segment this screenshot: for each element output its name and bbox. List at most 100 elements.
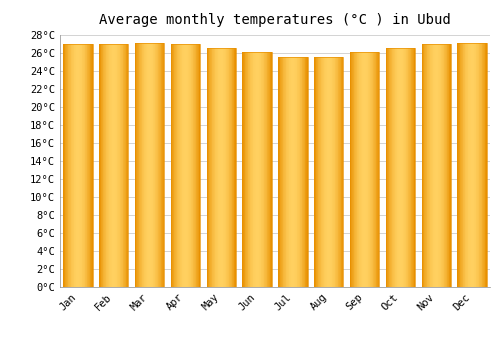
- Bar: [280, 57, 281, 287]
- Bar: [214, 48, 216, 287]
- Bar: [431, 44, 432, 287]
- Bar: [295, 57, 296, 287]
- Bar: [174, 44, 175, 287]
- Bar: [107, 44, 108, 287]
- Bar: [154, 43, 156, 287]
- Bar: [472, 43, 473, 287]
- Bar: [388, 48, 390, 287]
- Bar: [414, 48, 415, 287]
- Bar: [412, 48, 413, 287]
- Bar: [399, 48, 400, 287]
- Bar: [88, 44, 89, 287]
- Bar: [366, 52, 367, 287]
- Bar: [401, 48, 402, 287]
- Bar: [294, 57, 295, 287]
- Bar: [206, 48, 236, 287]
- Bar: [111, 44, 112, 287]
- Bar: [78, 44, 80, 287]
- Bar: [180, 44, 181, 287]
- Bar: [258, 52, 260, 287]
- Bar: [483, 43, 484, 287]
- Bar: [300, 57, 301, 287]
- Bar: [228, 48, 230, 287]
- Bar: [318, 57, 319, 287]
- Bar: [104, 44, 105, 287]
- Bar: [439, 44, 440, 287]
- Bar: [227, 48, 228, 287]
- Bar: [354, 52, 355, 287]
- Bar: [266, 52, 268, 287]
- Bar: [423, 44, 424, 287]
- Bar: [145, 43, 146, 287]
- Bar: [149, 43, 150, 287]
- Bar: [406, 48, 407, 287]
- Bar: [284, 57, 285, 287]
- Bar: [157, 43, 158, 287]
- Bar: [76, 44, 77, 287]
- Bar: [83, 44, 84, 287]
- Bar: [461, 43, 462, 287]
- Bar: [372, 52, 374, 287]
- Bar: [332, 57, 333, 287]
- Bar: [290, 57, 292, 287]
- Bar: [293, 57, 294, 287]
- Bar: [82, 44, 83, 287]
- Bar: [119, 44, 120, 287]
- Bar: [194, 44, 195, 287]
- Bar: [84, 44, 86, 287]
- Bar: [323, 57, 324, 287]
- Bar: [282, 57, 284, 287]
- Bar: [192, 44, 193, 287]
- Bar: [176, 44, 178, 287]
- Bar: [482, 43, 483, 287]
- Bar: [364, 52, 366, 287]
- Bar: [478, 43, 480, 287]
- Bar: [432, 44, 434, 287]
- Bar: [393, 48, 394, 287]
- Bar: [281, 57, 282, 287]
- Bar: [193, 44, 194, 287]
- Bar: [315, 57, 316, 287]
- Bar: [429, 44, 430, 287]
- Bar: [303, 57, 304, 287]
- Bar: [263, 52, 264, 287]
- Bar: [108, 44, 110, 287]
- Bar: [370, 52, 371, 287]
- Bar: [422, 44, 451, 287]
- Bar: [113, 44, 114, 287]
- Bar: [220, 48, 221, 287]
- Bar: [320, 57, 322, 287]
- Bar: [235, 48, 236, 287]
- Bar: [360, 52, 361, 287]
- Bar: [244, 52, 246, 287]
- Bar: [444, 44, 445, 287]
- Bar: [74, 44, 75, 287]
- Bar: [242, 52, 272, 287]
- Bar: [182, 44, 183, 287]
- Bar: [221, 48, 222, 287]
- Bar: [210, 48, 211, 287]
- Bar: [387, 48, 388, 287]
- Bar: [386, 48, 387, 287]
- Bar: [458, 43, 459, 287]
- Bar: [470, 43, 472, 287]
- Bar: [64, 44, 66, 287]
- Bar: [143, 43, 144, 287]
- Bar: [338, 57, 339, 287]
- Bar: [413, 48, 414, 287]
- Bar: [278, 57, 279, 287]
- Bar: [474, 43, 475, 287]
- Bar: [265, 52, 266, 287]
- Bar: [442, 44, 443, 287]
- Bar: [262, 52, 263, 287]
- Bar: [156, 43, 157, 287]
- Bar: [475, 43, 476, 287]
- Bar: [100, 44, 102, 287]
- Bar: [270, 52, 271, 287]
- Bar: [150, 43, 151, 287]
- Bar: [324, 57, 325, 287]
- Bar: [89, 44, 90, 287]
- Bar: [137, 43, 138, 287]
- Bar: [81, 44, 82, 287]
- Bar: [146, 43, 148, 287]
